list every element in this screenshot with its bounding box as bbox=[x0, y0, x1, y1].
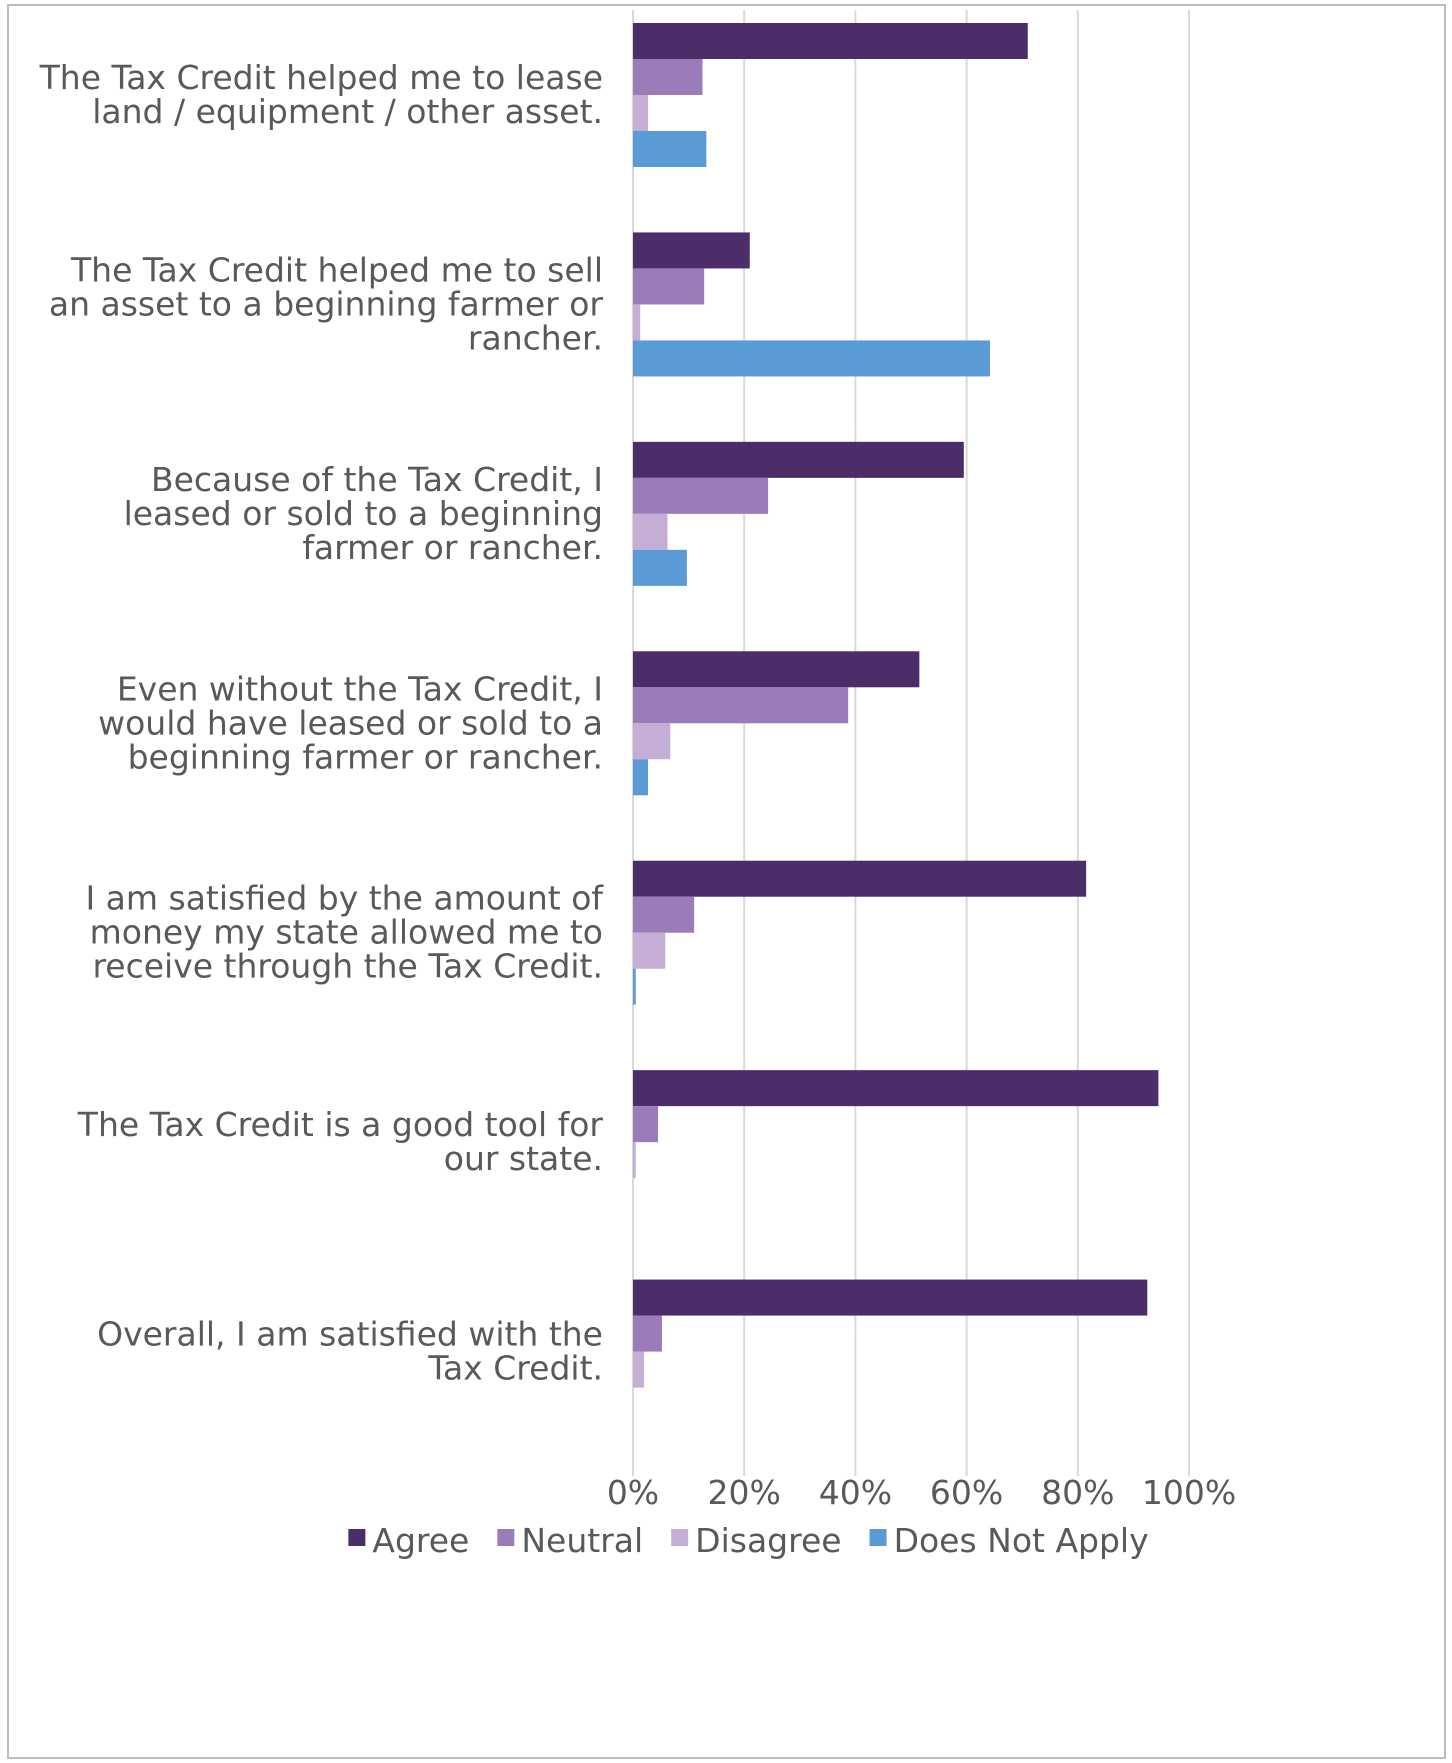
category-label: farmer or rancher. bbox=[302, 528, 603, 567]
category-label: leased or sold to a beginning bbox=[124, 494, 603, 533]
legend-label: Does Not Apply bbox=[894, 1521, 1149, 1560]
category-label: Tax Credit. bbox=[427, 1349, 603, 1388]
bar-disagree bbox=[633, 932, 666, 969]
bar-agree bbox=[633, 651, 920, 688]
x-tick-label: 60% bbox=[930, 1473, 1003, 1512]
bar-neutral bbox=[633, 477, 769, 514]
category-label: The Tax Credit helped me to lease bbox=[39, 58, 603, 97]
category-label: Because of the Tax Credit, I bbox=[151, 460, 603, 499]
category-label: our state. bbox=[444, 1139, 603, 1178]
bar-does-not-apply bbox=[633, 131, 707, 167]
bar-does-not-apply bbox=[633, 549, 687, 586]
legend-swatch bbox=[348, 1529, 366, 1546]
category-label: beginning farmer or rancher. bbox=[128, 737, 603, 776]
category-label: an asset to a beginning farmer or bbox=[49, 284, 604, 323]
x-tick-label: 80% bbox=[1041, 1473, 1114, 1512]
x-tick-label: 40% bbox=[819, 1473, 892, 1512]
bar-neutral bbox=[633, 1315, 662, 1352]
x-tick-label: 20% bbox=[708, 1473, 781, 1512]
bar-neutral bbox=[633, 59, 703, 95]
bar-neutral bbox=[633, 1106, 659, 1143]
bar-agree bbox=[633, 441, 964, 478]
legend-swatch bbox=[671, 1529, 689, 1546]
bar-agree bbox=[633, 1279, 1148, 1316]
bar-neutral bbox=[633, 268, 705, 305]
bar-agree bbox=[633, 860, 1087, 897]
legend-label: Agree bbox=[372, 1521, 469, 1560]
x-tick-label: 0% bbox=[607, 1473, 659, 1512]
bar-disagree bbox=[633, 513, 668, 550]
bar-does-not-apply bbox=[633, 340, 990, 377]
category-label: money my state allowed me to bbox=[90, 913, 603, 952]
legend-label: Neutral bbox=[521, 1521, 643, 1560]
legend-swatch bbox=[869, 1529, 887, 1546]
legend-label: Disagree bbox=[695, 1521, 841, 1560]
category-label: land / equipment / other asset. bbox=[92, 92, 603, 131]
bar-disagree bbox=[633, 723, 671, 760]
category-label: The Tax Credit helped me to sell bbox=[70, 250, 603, 289]
bar-agree bbox=[633, 232, 750, 269]
bar-agree bbox=[633, 1070, 1159, 1107]
category-label: rancher. bbox=[468, 318, 603, 357]
bar-disagree bbox=[633, 304, 641, 341]
bar-does-not-apply bbox=[633, 968, 636, 1005]
category-label: Overall, I am satisfied with the bbox=[97, 1315, 603, 1354]
category-label: receive through the Tax Credit. bbox=[92, 947, 603, 986]
category-label: Even without the Tax Credit, I bbox=[117, 669, 603, 708]
bar-chart: 0% 20% 40% 60% 80% 100% The Tax Credit helped … bbox=[39, 10, 1236, 1560]
x-tick-label: 100% bbox=[1142, 1473, 1236, 1512]
bar-neutral bbox=[633, 687, 849, 724]
bar-does-not-apply bbox=[633, 759, 649, 796]
bar-disagree bbox=[633, 1351, 645, 1388]
chart-frame: 0% 20% 40% 60% 80% 100% The Tax Credit helped … bbox=[7, 4, 1446, 1759]
bar-neutral bbox=[633, 896, 695, 933]
bar-agree bbox=[633, 23, 1028, 59]
category-label: would have leased or sold to a bbox=[98, 703, 603, 742]
bar-disagree bbox=[633, 1142, 636, 1179]
legend-swatch bbox=[497, 1529, 515, 1546]
category-label: The Tax Credit is a good tool for bbox=[77, 1105, 604, 1144]
category-label: I am satisfied by the amount of bbox=[85, 879, 604, 918]
bar-disagree bbox=[633, 95, 649, 131]
